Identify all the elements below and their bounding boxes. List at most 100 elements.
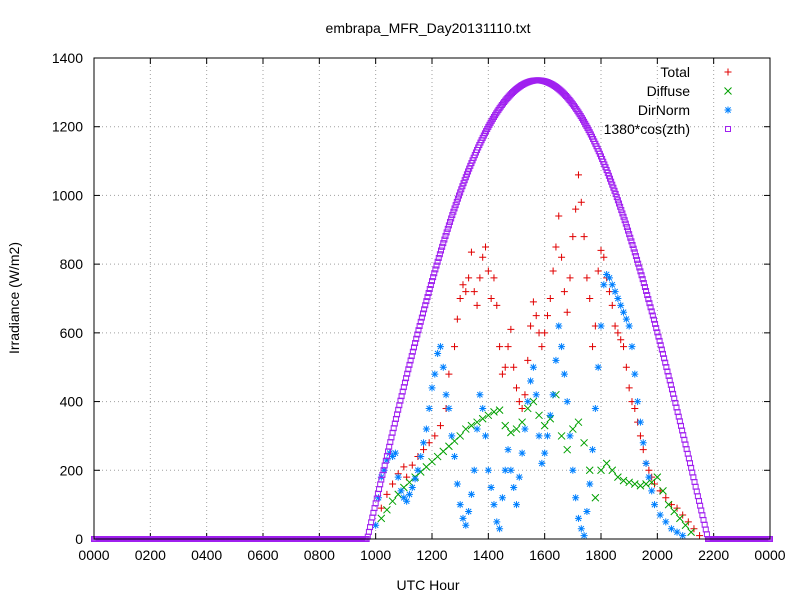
data-point <box>479 253 487 261</box>
cos-zenith-point <box>434 258 441 265</box>
data-point <box>589 446 597 454</box>
cos-zenith-point <box>665 372 672 379</box>
cos-zenith-point <box>445 222 452 229</box>
data-point <box>465 274 473 282</box>
data-point <box>602 459 611 468</box>
cos-zenith-point <box>417 318 424 325</box>
data-point <box>597 466 605 475</box>
data-point <box>521 425 529 433</box>
data-point <box>625 478 634 487</box>
data-point <box>405 490 413 498</box>
cos-zenith-point <box>429 278 435 285</box>
data-point <box>569 466 577 474</box>
data-point <box>448 432 456 440</box>
cos-zenith-point <box>647 304 654 311</box>
cos-zenith-point <box>444 225 451 232</box>
x-tick-label: 0800 <box>304 547 335 563</box>
legend-marker <box>724 68 732 76</box>
data-point <box>611 288 619 296</box>
data-point <box>420 439 428 447</box>
series-3 <box>91 77 773 542</box>
data-point <box>645 473 653 481</box>
data-point <box>617 336 625 344</box>
x-tick-label: 1000 <box>360 547 391 563</box>
data-point <box>462 288 470 296</box>
data-point <box>586 480 594 488</box>
data-point <box>577 525 585 533</box>
data-point <box>527 377 535 385</box>
cos-zenith-point <box>656 337 663 344</box>
cos-zenith-point <box>622 220 629 227</box>
data-point <box>597 322 605 330</box>
cos-zenith-point <box>698 507 705 514</box>
data-point <box>591 493 600 502</box>
data-point <box>507 428 515 437</box>
data-point <box>400 463 408 471</box>
cos-zenith-point <box>652 320 659 327</box>
cos-zenith-point <box>639 276 646 283</box>
x-tick-label: 0000 <box>754 547 785 563</box>
data-point <box>445 370 453 378</box>
cos-zenith-point <box>426 286 433 293</box>
cos-zenith-point <box>649 312 656 319</box>
data-point <box>397 487 405 495</box>
cos-zenith-point <box>662 359 669 366</box>
data-point <box>620 308 628 316</box>
data-point <box>574 171 582 179</box>
cos-zenith-point <box>403 375 410 382</box>
legend-marker <box>724 87 732 95</box>
data-point <box>614 473 622 482</box>
data-point <box>572 494 580 502</box>
data-point <box>614 329 622 337</box>
cos-zenith-point <box>442 232 449 239</box>
data-point <box>630 480 639 488</box>
data-point <box>388 497 397 506</box>
cos-zenith-point <box>400 384 407 391</box>
data-point <box>515 473 523 481</box>
x-tick-label: 1600 <box>529 547 560 563</box>
data-point <box>451 343 459 351</box>
data-point <box>538 459 546 467</box>
x-tick-label: 0600 <box>247 547 278 563</box>
data-point <box>383 456 391 464</box>
data-point <box>681 521 690 530</box>
data-point <box>521 391 529 399</box>
data-point <box>572 205 580 213</box>
x-tick-label: 2200 <box>698 547 729 563</box>
data-point <box>442 391 450 399</box>
data-point <box>473 418 481 427</box>
data-point <box>478 414 487 423</box>
cos-zenith-point <box>655 333 662 340</box>
data-point <box>501 466 509 474</box>
cos-zenith-point <box>368 519 375 526</box>
data-point <box>496 343 504 351</box>
y-tick-label: 600 <box>60 325 84 341</box>
legend-label: Total <box>660 64 690 80</box>
cos-zenith-point <box>427 282 434 289</box>
data-point <box>662 518 670 526</box>
cos-zenith-point <box>367 524 374 531</box>
data-point <box>651 501 659 509</box>
data-point <box>605 274 613 282</box>
data-point <box>507 466 515 474</box>
data-point <box>597 246 605 254</box>
data-point <box>487 295 495 302</box>
cos-zenith-point <box>436 251 443 258</box>
data-point <box>568 425 577 433</box>
cos-zenith-point <box>667 381 674 388</box>
data-point <box>462 521 470 529</box>
data-point <box>496 525 504 533</box>
data-point <box>529 363 537 371</box>
data-point <box>667 525 675 533</box>
cos-zenith-point <box>365 528 372 535</box>
cos-zenith-point <box>401 379 408 386</box>
data-point <box>670 507 679 516</box>
cos-zenith-point <box>408 353 415 360</box>
legend-marker <box>725 126 731 132</box>
data-point <box>476 274 484 282</box>
data-point <box>459 514 467 522</box>
cos-zenith-point <box>413 335 420 342</box>
data-point <box>425 404 433 412</box>
data-point <box>436 343 444 351</box>
data-point <box>513 501 520 509</box>
